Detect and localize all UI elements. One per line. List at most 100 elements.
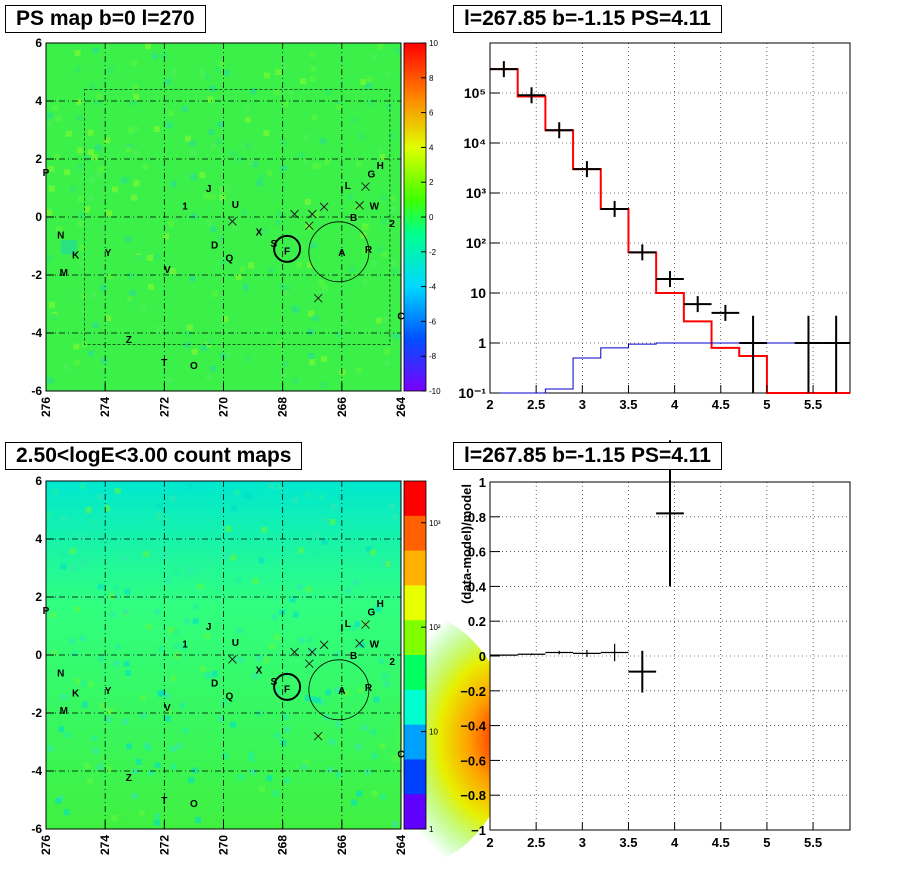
map-pixel	[330, 503, 337, 510]
map-pixel	[109, 611, 116, 618]
map-pixel	[181, 105, 188, 112]
source-label: L	[345, 619, 351, 630]
ps-map-title: PS map b=0 l=270	[5, 5, 206, 33]
map-pixel	[266, 775, 273, 782]
source-label: I	[340, 623, 343, 634]
map-pixel	[122, 555, 129, 562]
map-pixel	[239, 266, 246, 273]
x-tick-label: 3.5	[619, 397, 637, 412]
map-pixel	[124, 588, 131, 595]
x-tick-label: 3	[579, 835, 586, 850]
map-pixel	[383, 348, 390, 355]
map-pixel	[338, 494, 345, 500]
map-pixel	[310, 65, 317, 72]
map-pixel	[309, 359, 316, 366]
x-tick-label: 268	[276, 397, 290, 417]
map-pixel	[104, 716, 111, 723]
map-pixel	[199, 172, 206, 178]
map-pixel	[171, 69, 178, 76]
map-pixel	[391, 260, 398, 267]
map-pixel	[248, 751, 255, 758]
map-pixel	[212, 291, 218, 297]
map-pixel	[278, 283, 285, 290]
map-pixel	[164, 78, 171, 85]
map-pixel	[242, 284, 249, 291]
source-label: X	[256, 228, 263, 239]
map-pixel	[303, 158, 310, 165]
map-pixel	[297, 547, 304, 554]
map-pixel	[367, 100, 374, 107]
analysis-region	[84, 89, 391, 345]
y-tick-label: 0	[479, 649, 486, 664]
map-pixel	[376, 317, 383, 324]
source-label: Q	[226, 254, 234, 265]
map-pixel	[362, 247, 369, 254]
map-pixel	[394, 47, 401, 54]
source-label: R	[365, 245, 373, 256]
source-label: J	[206, 184, 212, 195]
source-label: T	[161, 358, 167, 369]
map-pixel	[223, 552, 230, 559]
map-pixel	[99, 284, 106, 291]
map-pixel	[245, 355, 251, 362]
map-pixel	[64, 731, 71, 738]
map-pixel	[206, 219, 213, 226]
source-label: N	[57, 230, 64, 241]
y-tick-label: -6	[31, 822, 42, 836]
map-pixel	[241, 209, 248, 216]
map-pixel	[259, 786, 266, 793]
source-label: D	[211, 679, 218, 690]
map-pixel	[201, 344, 207, 351]
map-pixel	[347, 193, 354, 200]
map-pixel	[211, 670, 218, 677]
map-pixel	[164, 692, 171, 699]
colorbar-tick-label: -8	[429, 352, 437, 361]
map-pixel	[258, 174, 265, 181]
map-pixel	[162, 552, 169, 559]
map-pixel	[305, 491, 312, 498]
map-pixel	[56, 226, 63, 233]
source-a-circle	[308, 221, 370, 283]
map-pixel	[386, 103, 393, 110]
colorbar-tick-label: 2	[429, 178, 434, 187]
x-tick-label: 270	[217, 397, 231, 417]
map-pixel	[320, 382, 327, 388]
map-pixel	[206, 339, 213, 346]
map-pixel	[140, 305, 147, 312]
map-pixel	[47, 120, 54, 127]
target-circle	[273, 234, 302, 263]
map-pixel	[287, 88, 294, 95]
map-pixel	[77, 163, 84, 170]
map-pixel	[309, 647, 316, 654]
map-pixel	[173, 652, 180, 659]
y-tick-label: 0.8	[468, 510, 486, 525]
map-pixel	[155, 514, 161, 521]
map-pixel	[55, 798, 62, 804]
map-pixel	[261, 526, 268, 533]
y-tick-label: 0.2	[468, 614, 486, 629]
map-pixel	[87, 681, 94, 688]
map-pixel	[199, 68, 206, 75]
map-pixel	[165, 577, 172, 584]
map-pixel	[169, 495, 176, 502]
map-pixel	[222, 316, 229, 323]
map-pixel	[95, 172, 102, 179]
map-pixel	[167, 377, 173, 384]
map-pixel	[203, 73, 210, 80]
map-pixel	[191, 348, 198, 355]
map-pixel	[87, 149, 94, 156]
source-label: F	[284, 246, 290, 257]
map-pixel	[173, 642, 180, 649]
source-label: V	[164, 265, 171, 276]
map-pixel	[81, 701, 88, 708]
map-pixel	[219, 186, 226, 193]
map-pixel	[154, 762, 161, 769]
map-pixel	[285, 246, 292, 253]
map-pixel	[206, 373, 212, 380]
map-pixel	[307, 328, 314, 335]
map-pixel	[306, 637, 313, 643]
map-pixel	[296, 583, 303, 590]
map-pixel	[358, 133, 365, 140]
map-pixel	[51, 313, 58, 320]
map-pixel	[303, 134, 310, 141]
